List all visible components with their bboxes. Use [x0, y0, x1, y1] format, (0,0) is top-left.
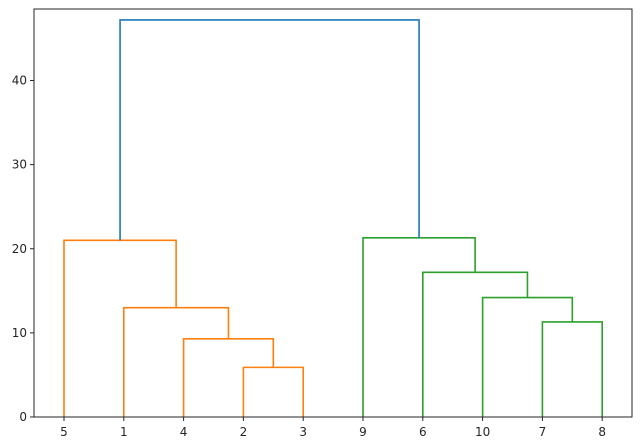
dendrogram-link	[481, 296, 574, 417]
x-tick-label: 6	[419, 425, 427, 439]
dendrogram-link	[362, 237, 476, 417]
x-tick-label: 4	[180, 425, 188, 439]
y-tick-label: 30	[12, 158, 27, 172]
dendrogram-link	[182, 337, 275, 417]
x-tick-label: 5	[60, 425, 68, 439]
x-tick-label: 3	[299, 425, 307, 439]
y-tick-label: 10	[12, 326, 27, 340]
x-tick-label: 10	[475, 425, 490, 439]
dendrogram-link	[242, 366, 304, 417]
x-tick-label: 1	[120, 425, 128, 439]
dendrogram-link	[63, 239, 177, 417]
x-tick-label: 2	[240, 425, 248, 439]
dendrogram-links	[63, 19, 603, 417]
y-tick-label: 0	[19, 410, 27, 424]
dendrogram-link	[422, 271, 529, 417]
x-tick-label: 8	[598, 425, 606, 439]
plot-frame	[33, 8, 633, 418]
x-tick-label: 9	[359, 425, 367, 439]
dendrogram-link	[119, 19, 420, 241]
y-tick-label: 40	[12, 74, 27, 88]
y-tick-label: 20	[12, 242, 27, 256]
dendrogram-link	[541, 321, 603, 417]
y-axis: 0 10 20 30 40	[12, 74, 34, 424]
x-axis: 5 1 4 2 3 9 6 10 7 8	[60, 417, 606, 439]
x-tick-label: 7	[539, 425, 547, 439]
dendrogram-link	[123, 306, 230, 417]
